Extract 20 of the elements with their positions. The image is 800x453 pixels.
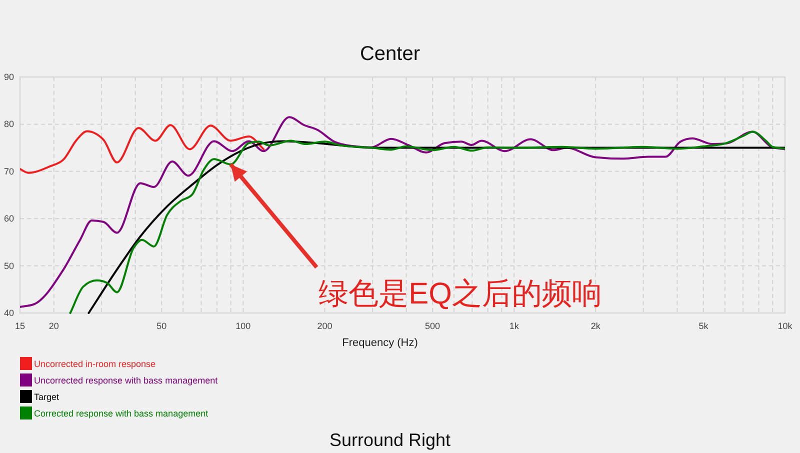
xtick: 20	[48, 321, 59, 331]
ytick: 40	[4, 308, 14, 318]
ytick: 80	[4, 119, 14, 130]
ytick: 90	[4, 72, 14, 82]
xtick: 10k	[778, 321, 792, 331]
xlabel: Frequency (Hz)	[342, 337, 418, 349]
ytick: 50	[4, 260, 14, 271]
title: Center	[360, 43, 420, 65]
xtick: 15	[15, 321, 25, 331]
annotation: 绿色是EQ之后的频响	[318, 277, 602, 310]
xtick: 50	[156, 321, 167, 331]
xtick: 100	[236, 321, 251, 331]
xtick: 5k	[698, 321, 708, 331]
xtick: 200	[317, 321, 332, 331]
ytick: 60	[4, 214, 14, 224]
xtick: 1k	[509, 321, 519, 331]
annotation: 绿色是EQ之后的频响	[229, 163, 602, 310]
xtick: 500	[425, 321, 440, 331]
ytick: 70	[4, 166, 14, 176]
xtick: 2k	[590, 321, 600, 331]
